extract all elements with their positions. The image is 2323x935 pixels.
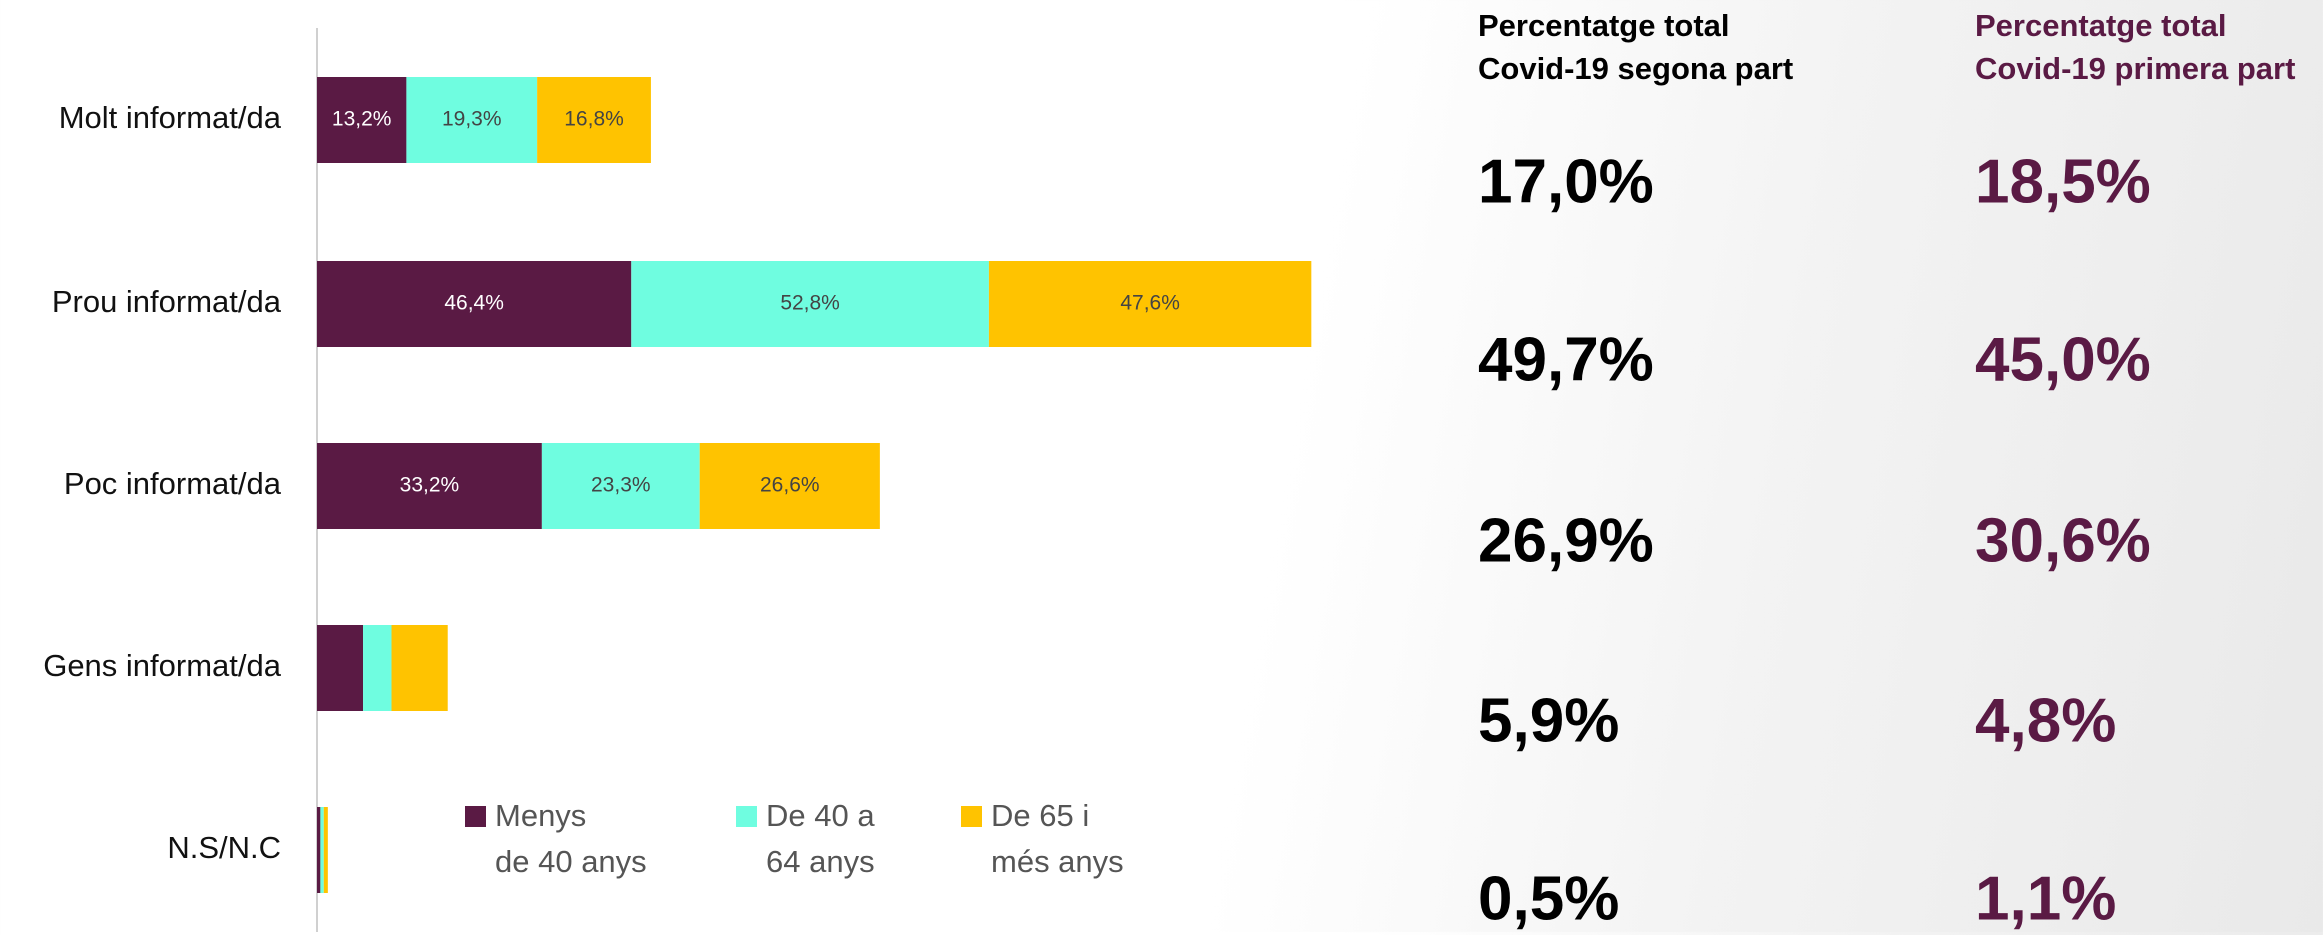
total-value: 5,9% bbox=[1478, 686, 1620, 756]
bar-segment bbox=[323, 807, 328, 893]
total-value: 18,5% bbox=[1975, 147, 2151, 217]
category-label: Gens informat/da bbox=[43, 648, 282, 683]
legend-item: De 40 a 64 anys bbox=[736, 793, 875, 885]
category-label: Molt informat/da bbox=[59, 100, 282, 135]
bar-segment bbox=[317, 807, 321, 893]
bar-segment bbox=[631, 261, 989, 347]
legend-item: Menys de 40 anys bbox=[465, 793, 647, 885]
bar-segment bbox=[317, 77, 407, 163]
data-label: 13,2% bbox=[332, 108, 392, 131]
heading-line: Covid-19 segona part bbox=[1478, 51, 1794, 86]
legend-label: De 40 a 64 anys bbox=[766, 798, 875, 879]
bar-segment bbox=[391, 625, 448, 711]
category-label: Poc informat/da bbox=[64, 466, 282, 501]
total-value: 4,8% bbox=[1975, 686, 2117, 756]
data-label: 52,8% bbox=[780, 292, 840, 315]
legend-item: De 65 i més anys bbox=[961, 793, 1124, 885]
total-value: 26,9% bbox=[1478, 506, 1654, 576]
legend-label: De 65 i més anys bbox=[991, 798, 1124, 879]
bar-segment bbox=[541, 443, 700, 529]
total-value: 1,1% bbox=[1975, 864, 2117, 934]
bar-segment bbox=[317, 443, 542, 529]
category-label: Prou informat/da bbox=[52, 284, 282, 319]
total-value: 17,0% bbox=[1478, 147, 1654, 217]
bar-segment bbox=[320, 807, 324, 893]
data-label: 16,8% bbox=[564, 108, 624, 131]
legend-swatch bbox=[736, 806, 757, 827]
heading-line: Percentatge total bbox=[1975, 8, 2227, 43]
bar-segment bbox=[363, 625, 392, 711]
column-heading: Percentatge total Covid-19 primera part bbox=[1975, 4, 2295, 90]
total-value: 49,7% bbox=[1478, 325, 1654, 395]
category-label: N.S/N.C bbox=[167, 830, 281, 865]
heading-line: Covid-19 primera part bbox=[1975, 51, 2296, 86]
legend-swatch bbox=[465, 806, 486, 827]
legend-swatch bbox=[961, 806, 982, 827]
bar-segment bbox=[988, 261, 1312, 347]
total-value: 0,5% bbox=[1478, 864, 1620, 934]
heading-line: Percentatge total bbox=[1478, 8, 1730, 43]
bar-segment bbox=[317, 625, 364, 711]
data-label: 47,6% bbox=[1120, 292, 1180, 315]
column-heading: Percentatge total Covid-19 segona part bbox=[1478, 4, 1793, 90]
total-value: 45,0% bbox=[1975, 325, 2151, 395]
data-label: 23,3% bbox=[591, 474, 651, 497]
bar-segment bbox=[317, 261, 632, 347]
data-label: 46,4% bbox=[444, 292, 504, 315]
bar-segment bbox=[537, 77, 651, 163]
total-value: 30,6% bbox=[1975, 506, 2151, 576]
bar-segment bbox=[406, 77, 538, 163]
legend-label: Menys de 40 anys bbox=[495, 798, 647, 879]
data-label: 19,3% bbox=[442, 108, 502, 131]
data-label: 33,2% bbox=[400, 474, 460, 497]
bar-segment bbox=[699, 443, 880, 529]
data-label: 26,6% bbox=[760, 474, 820, 497]
